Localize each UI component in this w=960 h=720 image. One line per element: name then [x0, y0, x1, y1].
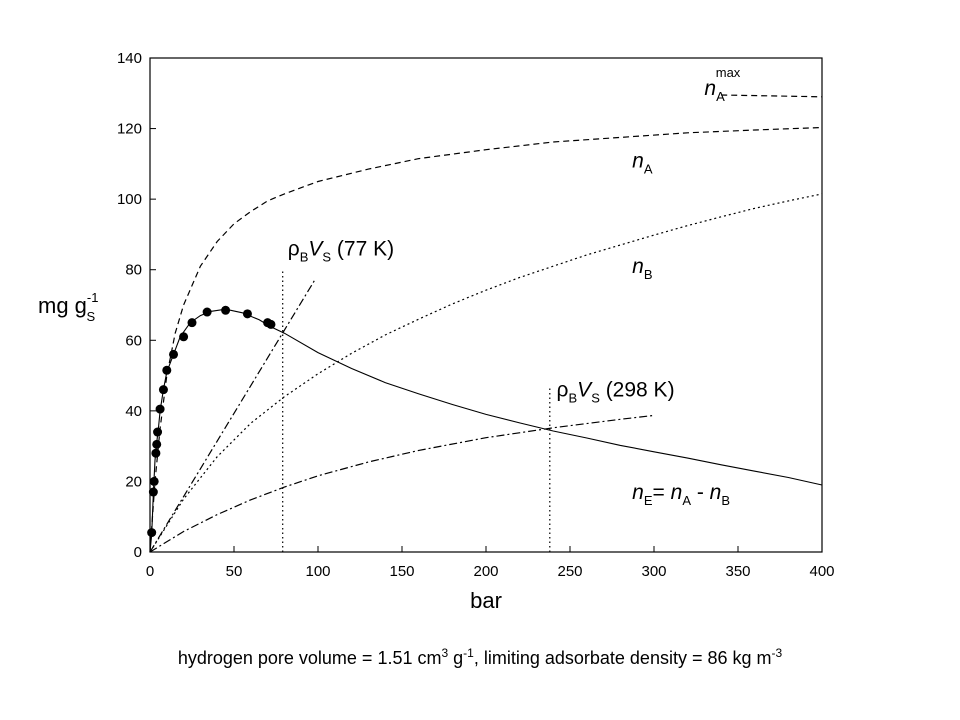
y-tick-label: 40 — [125, 403, 142, 420]
data-point-nE_measured — [153, 427, 163, 437]
caption-sup3: -3 — [771, 646, 783, 660]
caption-part3: , limiting adsorbate density = 86 kg m — [473, 648, 772, 668]
data-point-nE_measured — [221, 305, 231, 315]
data-point-nE_measured — [149, 476, 159, 486]
annotation-part: - — [691, 481, 710, 504]
data-point-nE_measured — [152, 439, 162, 449]
data-point-nE_measured — [187, 318, 197, 328]
annotation-rho298: ρBVS (298 K) — [557, 379, 675, 406]
annotation-part: = — [653, 481, 671, 504]
x-tick-label: 400 — [809, 563, 834, 580]
x-tick-label: 50 — [226, 563, 243, 580]
y-tick-label: 20 — [125, 473, 142, 490]
annotation-part: B — [569, 391, 578, 406]
annotation-part: A — [716, 89, 725, 104]
y-tick-label: 140 — [117, 50, 142, 67]
caption-part1: hydrogen pore volume = 1.51 cm — [177, 648, 442, 668]
annotation-part: ρ — [288, 238, 300, 261]
annotation-part: A — [682, 493, 691, 508]
x-tick-label: 250 — [557, 563, 582, 580]
data-point-nE_measured — [147, 528, 157, 538]
annotation-part: n — [710, 481, 722, 504]
x-tick-label: 350 — [725, 563, 750, 580]
x-tick-label: 300 — [641, 563, 666, 580]
annotation-part: n — [632, 481, 644, 504]
x-tick-labels: 0 50 100 150 200 250 300 350 400 — [146, 546, 835, 580]
annotation-part: B — [721, 493, 730, 508]
annotation-part: max — [716, 65, 741, 80]
data-point-nE_measured — [155, 404, 165, 414]
x-tick-label: 150 — [389, 563, 414, 580]
caption: hydrogen pore volume = 1.51 cm3 g-1, lim… — [0, 646, 960, 669]
annotation-part: V — [308, 238, 324, 261]
y-tick-label: 60 — [125, 332, 142, 349]
annotation-nA: nA — [632, 149, 653, 176]
annotation-part: A — [644, 161, 653, 176]
y-tick-label: 0 — [134, 544, 142, 561]
y-tick-labels: 0 20 40 60 80 100 120 140 — [117, 50, 156, 561]
annotation-part: n — [704, 77, 716, 100]
series-line-nA_max — [721, 94, 823, 98]
annotation-part: S — [591, 391, 600, 406]
annotation-nA_max: nAmax — [704, 65, 740, 104]
series-line-nA — [149, 126, 823, 553]
annotation-part: n — [632, 149, 644, 172]
x-axis-label: bar — [470, 588, 502, 613]
y-axis-label-sub: S — [86, 309, 95, 324]
annotation-part: n — [632, 255, 644, 278]
x-tick-label: 0 — [146, 563, 154, 580]
data-point-nE_measured — [151, 448, 161, 458]
annotation-part: S — [322, 250, 331, 265]
x-tick-label: 200 — [473, 563, 498, 580]
data-point-nE_measured — [202, 307, 212, 317]
y-axis-label-sup: -1 — [87, 290, 99, 305]
annotation-part: B — [300, 250, 309, 265]
data-point-nE_measured — [158, 385, 168, 395]
plot-frame — [149, 57, 823, 553]
series-line-nB — [149, 193, 823, 553]
data-point-nE_measured — [148, 487, 158, 497]
annotation-part: n — [671, 481, 683, 504]
annotation-part: V — [577, 379, 593, 402]
annotation-nE: nE= nA - nB — [632, 481, 730, 508]
data-point-nE_measured — [179, 332, 189, 342]
marker-layer — [147, 305, 276, 538]
annotation-part: ρ — [557, 379, 569, 402]
annotation-part: (298 K) — [600, 379, 675, 402]
annotation-part: (77 K) — [331, 238, 394, 261]
y-tick-label: 120 — [117, 121, 142, 138]
annotation-part: E — [644, 493, 653, 508]
series-line-nE — [149, 308, 823, 553]
data-point-nE_measured — [169, 349, 179, 359]
x-tick-label: 100 — [305, 563, 330, 580]
data-point-nE_measured — [162, 365, 172, 375]
y-tick-label: 100 — [117, 191, 142, 208]
series-line-rhoBVS_298K — [149, 414, 655, 553]
y-tick-label: 80 — [125, 262, 142, 279]
data-point-nE_measured — [266, 319, 276, 329]
caption-sup1: 3 — [441, 646, 449, 660]
caption-part2: g — [448, 648, 464, 668]
y-axis-label-main: mg g — [38, 293, 87, 318]
data-point-nE_measured — [242, 309, 252, 319]
annotation-rho77: ρBVS (77 K) — [288, 238, 394, 265]
annotation-part: B — [644, 267, 653, 282]
y-axis-label: mg g-1 S — [38, 290, 98, 324]
caption-sup2: -1 — [463, 646, 474, 660]
annotation-nB: nB — [632, 255, 652, 282]
series-line-rhoBVS_77K — [149, 279, 316, 553]
